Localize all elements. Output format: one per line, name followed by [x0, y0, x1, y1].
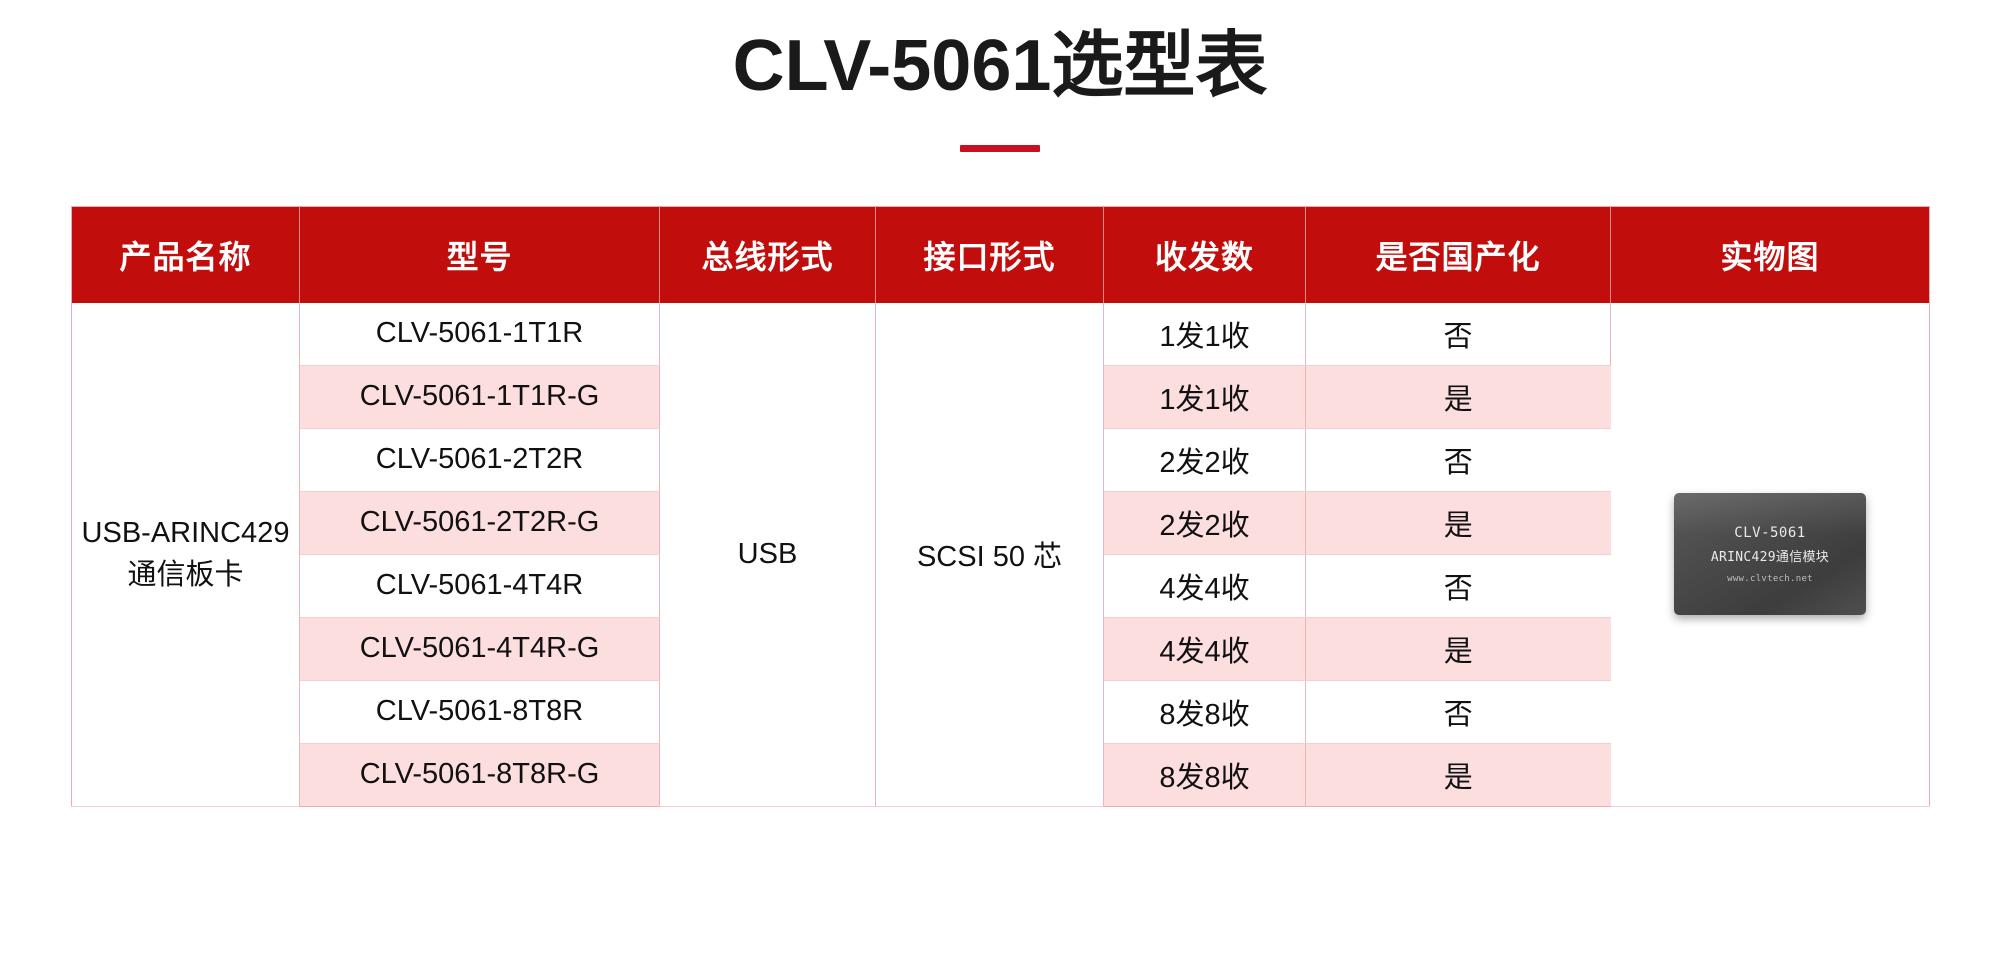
cell-model: CLV-5061-2T2R-G	[299, 491, 660, 555]
cell-bus-type: USB	[659, 302, 876, 807]
cell-channels: 1发1收	[1103, 302, 1306, 366]
cell-localized: 否	[1305, 680, 1611, 744]
cell-channels: 4发4收	[1103, 617, 1306, 681]
spec-table: 产品名称 型号 总线形式 接口形式 收发数 是否国产化 实物图 USB-ARIN…	[71, 205, 1930, 807]
cell-model: CLV-5061-8T8R-G	[299, 743, 660, 807]
product-photo-model: CLV-5061	[1734, 524, 1806, 541]
header-interface: 接口形式	[875, 206, 1104, 303]
cell-localized: 否	[1305, 554, 1611, 618]
table-row: CLV-5061-1T1R-G 1发1收 是	[72, 365, 1930, 429]
table-row: CLV-5061-8T8R 8发8收 否	[72, 680, 1930, 744]
cell-localized: 是	[1305, 491, 1611, 555]
cell-product-photo: CLV-5061 ARINC429通信模块 www.clvtech.net	[1610, 302, 1930, 807]
title-accent-rule	[960, 144, 1040, 152]
cell-localized: 是	[1305, 743, 1611, 807]
product-photo-url: www.clvtech.net	[1727, 573, 1813, 584]
table-row: CLV-5061-8T8R-G 8发8收 是	[72, 743, 1930, 807]
cell-product-name: USB-ARINC429通信板卡	[71, 302, 300, 807]
cell-interface: SCSI 50 芯	[875, 302, 1104, 807]
cell-model: CLV-5061-8T8R	[299, 680, 660, 744]
cell-localized: 是	[1305, 365, 1611, 429]
title-block: CLV-5061选型表	[0, 0, 2000, 152]
cell-localized: 否	[1305, 428, 1611, 492]
header-model: 型号	[299, 206, 660, 303]
cell-localized: 是	[1305, 617, 1611, 681]
cell-model: CLV-5061-1T1R-G	[299, 365, 660, 429]
cell-channels: 4发4收	[1103, 554, 1306, 618]
header-bus-type: 总线形式	[659, 206, 876, 303]
cell-model: CLV-5061-4T4R-G	[299, 617, 660, 681]
cell-localized: 否	[1305, 302, 1611, 366]
spec-table-wrapper: 产品名称 型号 总线形式 接口形式 收发数 是否国产化 实物图 USB-ARIN…	[71, 205, 1930, 807]
page-title: CLV-5061选型表	[732, 26, 1268, 106]
cell-channels: 8发8收	[1103, 680, 1306, 744]
product-photo-desc: ARINC429通信模块	[1710, 549, 1830, 565]
header-product-photo: 实物图	[1610, 206, 1930, 303]
cell-channels: 2发2收	[1103, 491, 1306, 555]
table-header: 产品名称 型号 总线形式 接口形式 收发数 是否国产化 实物图	[71, 206, 1930, 303]
cell-model: CLV-5061-2T2R	[299, 428, 660, 492]
cell-channels: 1发1收	[1103, 365, 1306, 429]
product-photo: CLV-5061 ARINC429通信模块 www.clvtech.net	[1674, 493, 1866, 616]
table-row: USB-ARINC429通信板卡 CLV-5061-1T1R USB SCSI …	[71, 302, 1930, 807]
table-row: CLV-5061-2T2R-G 2发2收 是	[72, 491, 1930, 555]
table-row: CLV-5061-4T4R 4发4收 否	[72, 554, 1930, 618]
cell-channels: 2发2收	[1103, 428, 1306, 492]
table-row: CLV-5061-2T2R 2发2收 否	[72, 428, 1930, 492]
header-row: 产品名称 型号 总线形式 接口形式 收发数 是否国产化 实物图	[71, 206, 1930, 303]
cell-model: CLV-5061-1T1R	[299, 302, 660, 366]
table-body: USB-ARINC429通信板卡 CLV-5061-1T1R USB SCSI …	[71, 302, 1930, 807]
cell-channels: 8发8收	[1103, 743, 1306, 807]
header-localized: 是否国产化	[1305, 206, 1611, 303]
header-product-name: 产品名称	[71, 206, 300, 303]
header-channels: 收发数	[1103, 206, 1306, 303]
table-row: CLV-5061-4T4R-G 4发4收 是	[72, 617, 1930, 681]
cell-model: CLV-5061-4T4R	[299, 554, 660, 618]
